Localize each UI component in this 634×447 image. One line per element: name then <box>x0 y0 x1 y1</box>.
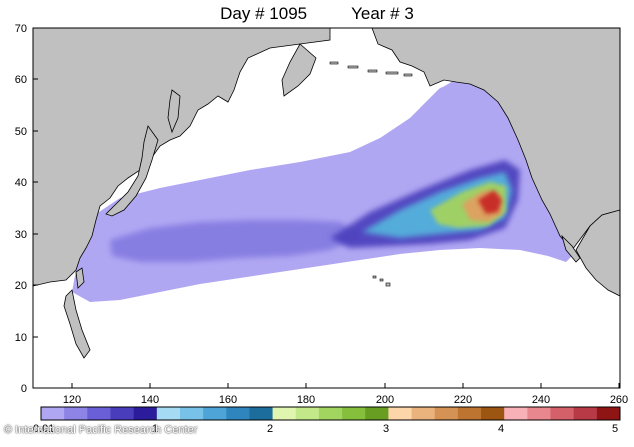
land-japan <box>105 125 159 217</box>
colorbar-swatch <box>179 407 204 420</box>
colorbar-swatch <box>596 407 621 420</box>
land-kamchatka <box>281 43 317 97</box>
colorbar <box>41 407 621 420</box>
land-baja <box>561 234 581 263</box>
colorbar-swatch <box>156 407 181 420</box>
colorbar-swatch <box>411 407 436 420</box>
colorbar-swatch <box>87 407 111 420</box>
x-tick-label: 240 <box>532 394 550 406</box>
y-tick-label: 10 <box>15 332 27 344</box>
debris-band-west <box>110 220 360 262</box>
x-tick-label: 200 <box>376 394 394 406</box>
x-tick-label: 160 <box>219 394 237 406</box>
land-asia <box>33 28 331 287</box>
colorbar-swatch <box>388 407 412 420</box>
colorbar-label: 5 <box>612 423 619 435</box>
colorbar-swatch <box>481 407 505 420</box>
y-tick-label: 70 <box>15 23 27 35</box>
colorbar-swatch <box>41 407 65 420</box>
year-label: Year # 3 <box>351 4 414 23</box>
colorbar-swatch <box>272 407 297 420</box>
y-tick-label: 20 <box>15 280 27 292</box>
colorbar-frame <box>40 406 621 421</box>
day-label: Day # 1095 <box>220 4 308 23</box>
aleutian-islands <box>329 61 413 77</box>
y-tick-labels: 0 10 20 30 40 50 60 70 <box>15 23 27 395</box>
colorbar-swatch <box>434 407 459 420</box>
colorbar-swatch <box>550 407 574 420</box>
x-tick-label: 140 <box>141 394 159 406</box>
colorbar-swatch <box>527 407 551 420</box>
colorbar-swatch <box>64 407 88 420</box>
x-tick-labels: 120 140 160 180 200 220 240 260 <box>63 394 628 406</box>
y-tick-label: 40 <box>15 177 27 189</box>
y-tick-label: 50 <box>15 126 27 138</box>
land-taiwan <box>75 267 85 289</box>
colorbar-label: 1 <box>152 423 159 435</box>
colorbar-swatch <box>133 407 158 420</box>
colorbar-swatch <box>342 407 366 420</box>
colorbar-swatch <box>249 407 273 420</box>
colorbar-swatch <box>504 407 528 420</box>
colorbar-label: 0.01 <box>33 423 55 435</box>
x-axis <box>71 383 620 388</box>
colorbar-swatch <box>365 407 389 420</box>
x-tick-label: 180 <box>297 394 315 406</box>
colorbar-label: 2 <box>267 423 274 435</box>
credit-watermark: © International Pacific Research Center <box>4 424 198 436</box>
y-tick-label: 60 <box>15 74 27 86</box>
land-philippines <box>63 289 91 359</box>
map-title: Day # 1095 Year # 3 <box>0 4 634 24</box>
debris-patch-east-core <box>478 190 502 214</box>
colorbar-swatch <box>203 407 227 420</box>
colorbar-label: 3 <box>383 423 390 435</box>
y-tick-label: 30 <box>15 229 27 241</box>
plot-frame <box>32 27 621 389</box>
land-sakhalin <box>167 89 181 134</box>
colorbar-label: 4 <box>498 423 505 435</box>
land-mexico <box>575 209 620 297</box>
x-tick-label: 120 <box>63 394 81 406</box>
colorbar-swatch <box>573 407 598 420</box>
x-tick-label: 260 <box>610 394 628 406</box>
colorbar-swatch <box>110 407 134 420</box>
hawaii-islands <box>372 275 391 287</box>
colorbar-swatch <box>457 407 482 420</box>
y-axis <box>33 27 38 389</box>
x-tick-label: 220 <box>454 394 472 406</box>
colorbar-swatch <box>226 407 250 420</box>
colorbar-swatch <box>295 407 320 420</box>
y-tick-label: 0 <box>21 383 27 395</box>
colorbar-swatch <box>318 407 343 420</box>
